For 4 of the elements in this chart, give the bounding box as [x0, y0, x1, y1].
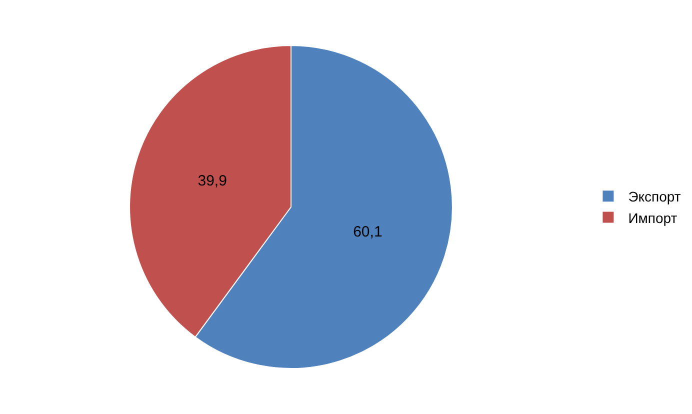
- legend-label: Экспорт: [628, 188, 682, 205]
- legend-label: Импорт: [628, 210, 678, 226]
- data-label: 60,1: [353, 224, 382, 241]
- data-label: 39,9: [198, 172, 227, 190]
